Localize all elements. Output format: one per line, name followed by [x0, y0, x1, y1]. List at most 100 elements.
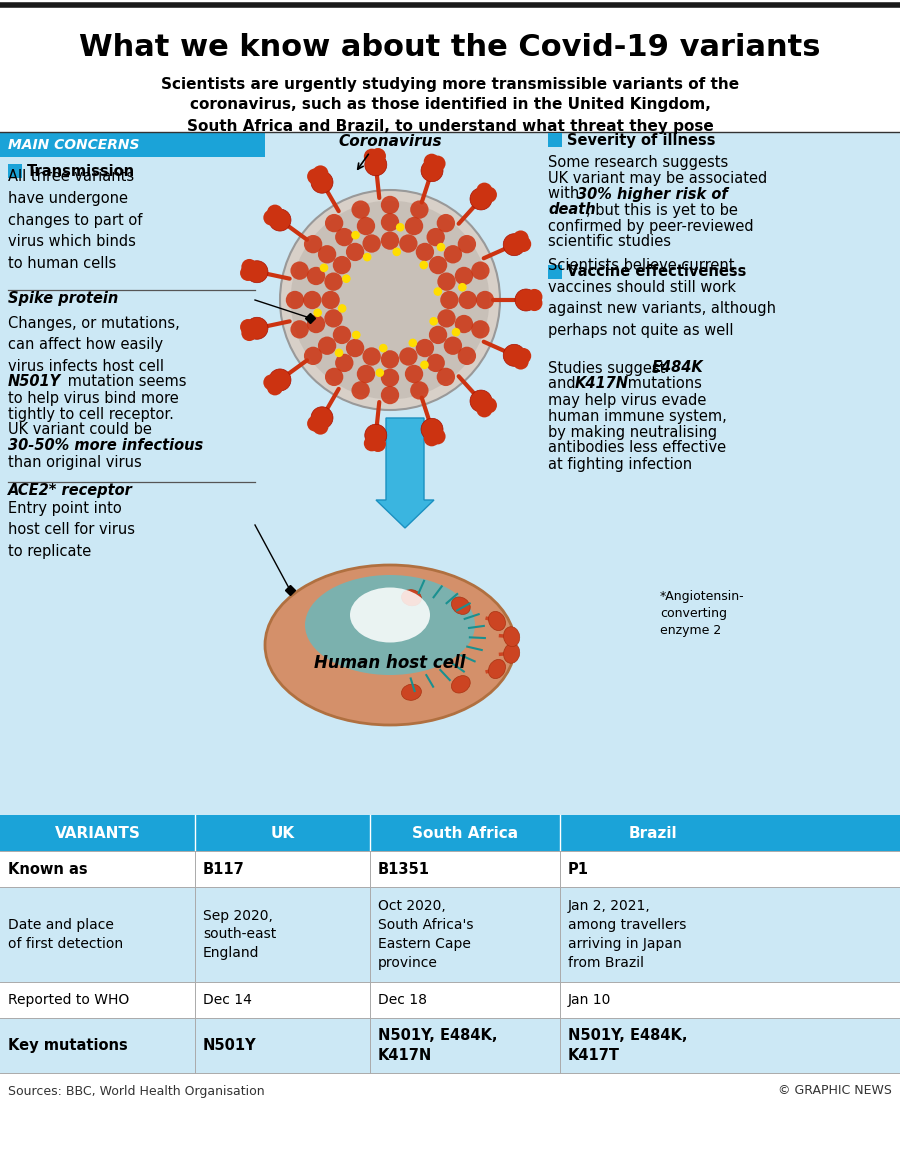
Circle shape — [240, 265, 256, 281]
Circle shape — [381, 196, 400, 214]
Text: , but this is yet to be: , but this is yet to be — [586, 202, 738, 217]
Circle shape — [410, 382, 428, 399]
Text: UK: UK — [270, 825, 294, 841]
Circle shape — [312, 166, 328, 181]
Bar — [0, 851, 900, 888]
Text: antibodies less effective: antibodies less effective — [548, 440, 726, 456]
Circle shape — [416, 243, 434, 261]
Text: with: with — [548, 187, 584, 202]
Text: 30% higher risk of: 30% higher risk of — [577, 187, 728, 202]
Circle shape — [352, 331, 361, 339]
Text: Key mutations: Key mutations — [8, 1038, 128, 1053]
Circle shape — [429, 156, 445, 171]
Circle shape — [513, 230, 528, 247]
Circle shape — [324, 309, 343, 328]
Circle shape — [324, 272, 343, 291]
Circle shape — [356, 365, 375, 383]
Circle shape — [476, 291, 494, 309]
Circle shape — [503, 234, 526, 256]
Circle shape — [429, 429, 445, 445]
Text: Oct 2020,
South Africa's
Eastern Cape
province: Oct 2020, South Africa's Eastern Cape pr… — [378, 899, 473, 970]
Circle shape — [364, 149, 380, 164]
Circle shape — [444, 337, 462, 355]
Circle shape — [515, 236, 531, 252]
Circle shape — [318, 245, 337, 263]
Text: N501Y: N501Y — [203, 1038, 256, 1053]
Circle shape — [416, 339, 434, 357]
Circle shape — [307, 416, 323, 432]
Circle shape — [364, 436, 380, 451]
Circle shape — [325, 214, 343, 232]
Circle shape — [363, 235, 381, 252]
Text: Transmission: Transmission — [27, 163, 135, 178]
Text: UK variant may be associated: UK variant may be associated — [548, 170, 767, 185]
Circle shape — [307, 315, 325, 333]
Bar — [0, 888, 900, 981]
Text: and: and — [548, 377, 580, 391]
Circle shape — [291, 262, 309, 279]
Circle shape — [304, 235, 322, 254]
Circle shape — [436, 243, 446, 251]
Circle shape — [264, 210, 279, 225]
Circle shape — [436, 367, 455, 386]
Bar — [548, 265, 562, 279]
Circle shape — [381, 369, 400, 387]
Text: human immune system,: human immune system, — [548, 409, 727, 424]
Circle shape — [346, 243, 365, 261]
Circle shape — [476, 183, 492, 198]
Circle shape — [269, 369, 291, 391]
Circle shape — [424, 154, 440, 170]
Text: Dec 18: Dec 18 — [378, 993, 427, 1007]
Circle shape — [291, 321, 309, 338]
Bar — [0, 133, 265, 157]
Text: K417N: K417N — [575, 377, 629, 391]
Circle shape — [363, 348, 381, 365]
Text: Sources: BBC, World Health Organisation: Sources: BBC, World Health Organisation — [8, 1085, 265, 1098]
Bar — [0, 1018, 900, 1073]
Circle shape — [481, 397, 497, 413]
Circle shape — [370, 436, 386, 452]
Ellipse shape — [452, 675, 470, 693]
Text: Reported to WHO: Reported to WHO — [8, 993, 130, 1007]
Circle shape — [476, 402, 492, 418]
Circle shape — [356, 217, 375, 235]
Circle shape — [420, 360, 428, 369]
FancyArrow shape — [376, 418, 434, 528]
Circle shape — [410, 201, 428, 218]
Circle shape — [312, 419, 328, 434]
Circle shape — [264, 375, 279, 391]
Circle shape — [503, 344, 526, 366]
Circle shape — [381, 212, 400, 231]
Text: Scientists believe current
vaccines should still work
against new variants, alth: Scientists believe current vaccines shou… — [548, 258, 776, 338]
Text: B1351: B1351 — [378, 862, 430, 877]
Circle shape — [513, 353, 528, 370]
Circle shape — [458, 283, 466, 291]
Bar — [8, 164, 22, 178]
Circle shape — [419, 261, 428, 269]
Text: Dec 14: Dec 14 — [203, 993, 252, 1007]
Circle shape — [320, 263, 328, 272]
Circle shape — [481, 187, 497, 203]
Circle shape — [267, 204, 283, 221]
Circle shape — [434, 288, 442, 296]
Circle shape — [458, 235, 476, 254]
Text: Studies suggest: Studies suggest — [548, 360, 670, 376]
Circle shape — [241, 259, 257, 275]
Circle shape — [427, 228, 445, 247]
Text: ACE2* receptor: ACE2* receptor — [8, 484, 133, 499]
Circle shape — [303, 291, 321, 309]
Ellipse shape — [265, 565, 515, 726]
Circle shape — [246, 261, 268, 283]
Circle shape — [267, 379, 283, 396]
Bar — [0, 815, 900, 1125]
Circle shape — [280, 190, 500, 410]
Circle shape — [392, 248, 401, 256]
Text: 30-50% more infectious: 30-50% more infectious — [8, 439, 203, 453]
Circle shape — [459, 291, 477, 309]
Circle shape — [269, 209, 291, 231]
Text: Spike protein: Spike protein — [8, 291, 118, 306]
Circle shape — [458, 346, 476, 365]
Ellipse shape — [452, 596, 470, 614]
Circle shape — [364, 154, 387, 176]
Circle shape — [424, 431, 440, 446]
